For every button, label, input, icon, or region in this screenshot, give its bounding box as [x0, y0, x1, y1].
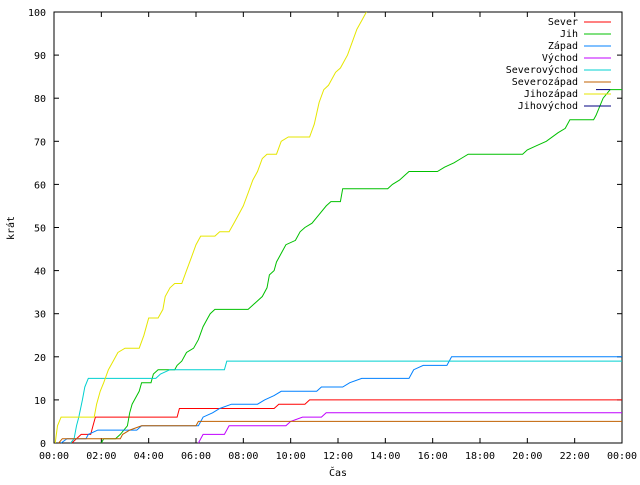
series-line-2 — [100, 89, 622, 444]
y-tick-label: 70 — [34, 137, 46, 148]
x-tick-label: 00:00 — [39, 451, 69, 462]
legend-label: Severovýchod — [506, 64, 578, 76]
y-tick-label: 50 — [34, 224, 46, 235]
x-tick-label: 16:00 — [418, 451, 448, 462]
series-line-6 — [58, 420, 622, 444]
x-tick-label: 00:00 — [607, 451, 637, 462]
x-tick-label: 08:00 — [228, 451, 258, 462]
legend-label: Jihozápad — [524, 88, 578, 100]
x-tick-label: 22:00 — [560, 451, 590, 462]
y-tick-label: 0 — [40, 439, 46, 450]
x-tick-label: 04:00 — [134, 451, 164, 462]
y-tick-label: 60 — [34, 180, 46, 191]
x-tick-label: 06:00 — [181, 451, 211, 462]
x-tick-label: 10:00 — [276, 451, 306, 462]
legend-label: Severozápad — [512, 76, 578, 88]
y-tick-label: 80 — [34, 94, 46, 105]
y-tick-label: 30 — [34, 310, 46, 321]
y-tick-label: 40 — [34, 267, 46, 278]
y-axis-label: krát — [5, 216, 17, 240]
x-tick-label: 14:00 — [370, 451, 400, 462]
series-line-7 — [54, 11, 367, 444]
series-line-5 — [70, 360, 622, 444]
x-axis-label: Čas — [329, 466, 347, 479]
x-tick-label: 12:00 — [323, 451, 353, 462]
y-tick-label: 20 — [34, 353, 46, 364]
legend-label: Jih — [560, 29, 578, 40]
y-tick-label: 10 — [34, 396, 46, 407]
x-tick-label: 20:00 — [512, 451, 542, 462]
x-axis: 00:00 02:00 04:00 06:00 08:00 10:00 12:00 14:00… — [39, 12, 637, 462]
legend-label: Jihovýchod — [518, 100, 578, 112]
series-line-3 — [60, 356, 622, 444]
x-tick-label: 02:00 — [86, 451, 116, 462]
series-line-4 — [197, 412, 622, 444]
y-tick-label: 90 — [34, 51, 46, 62]
series-group — [54, 11, 622, 444]
series-line-1 — [71, 399, 622, 444]
legend: SeverJihZápadVýchodSeverovýchodSeverozáp… — [506, 17, 611, 112]
x-tick-label: 18:00 — [465, 451, 495, 462]
legend-label: Východ — [542, 52, 578, 64]
legend-label: Sever — [548, 17, 578, 28]
y-tick-label: 100 — [28, 8, 46, 19]
legend-label: Západ — [548, 40, 578, 52]
